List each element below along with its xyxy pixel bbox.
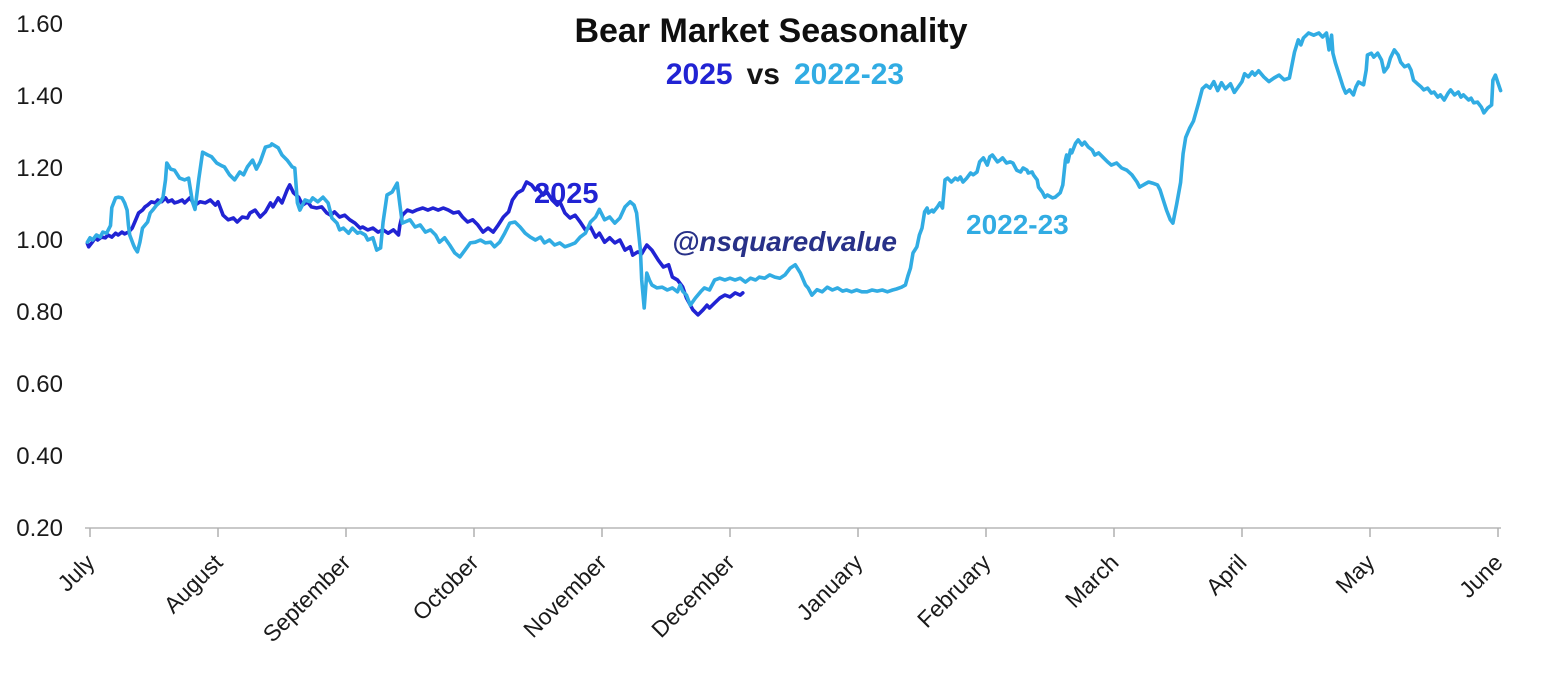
month-tick-label: February	[912, 549, 996, 633]
month-tick-label: March	[1060, 549, 1124, 613]
month-tick-label: September	[258, 549, 356, 647]
y-axis-label: 1.00	[16, 227, 63, 254]
month-tick-label: December	[646, 549, 740, 643]
y-axis-label: 1.60	[16, 11, 63, 38]
series-label-2022-23: 2022-23	[966, 209, 1069, 240]
y-axis-label: 0.80	[16, 299, 63, 326]
watermark-text: @nsquaredvalue	[672, 226, 897, 257]
subtitle-vs-text: vs	[746, 58, 780, 91]
line-2022-23	[85, 31, 1503, 310]
month-tick-label: May	[1330, 549, 1379, 598]
subtitle-series-2025: 2025	[665, 58, 733, 91]
month-tick-label: January	[791, 549, 868, 626]
page-title: Bear Market Seasonality	[574, 12, 968, 50]
y-axis-label: 0.40	[16, 443, 63, 470]
month-tick-label: April	[1201, 549, 1252, 600]
month-tick-label: October	[407, 549, 483, 625]
y-axis-label: 0.20	[16, 515, 63, 542]
month-tick-label: August	[159, 549, 228, 618]
subtitle-series-2022-23: 2022-23	[794, 58, 905, 91]
page-title-row: Bear Market Seasonality	[0, 12, 1542, 51]
month-tick-label: July	[52, 549, 100, 597]
y-axis-label: 0.60	[16, 371, 63, 398]
series-label-2025: 2025	[534, 178, 599, 210]
line-2025	[85, 180, 745, 317]
y-axis-label: 1.20	[16, 155, 63, 182]
chart-subtitle: 2025 vs 2022-23	[14, 58, 1542, 92]
y-axis-label: 1.40	[16, 83, 63, 110]
month-tick-label: November	[518, 549, 612, 643]
month-tick-label: June	[1454, 549, 1508, 603]
